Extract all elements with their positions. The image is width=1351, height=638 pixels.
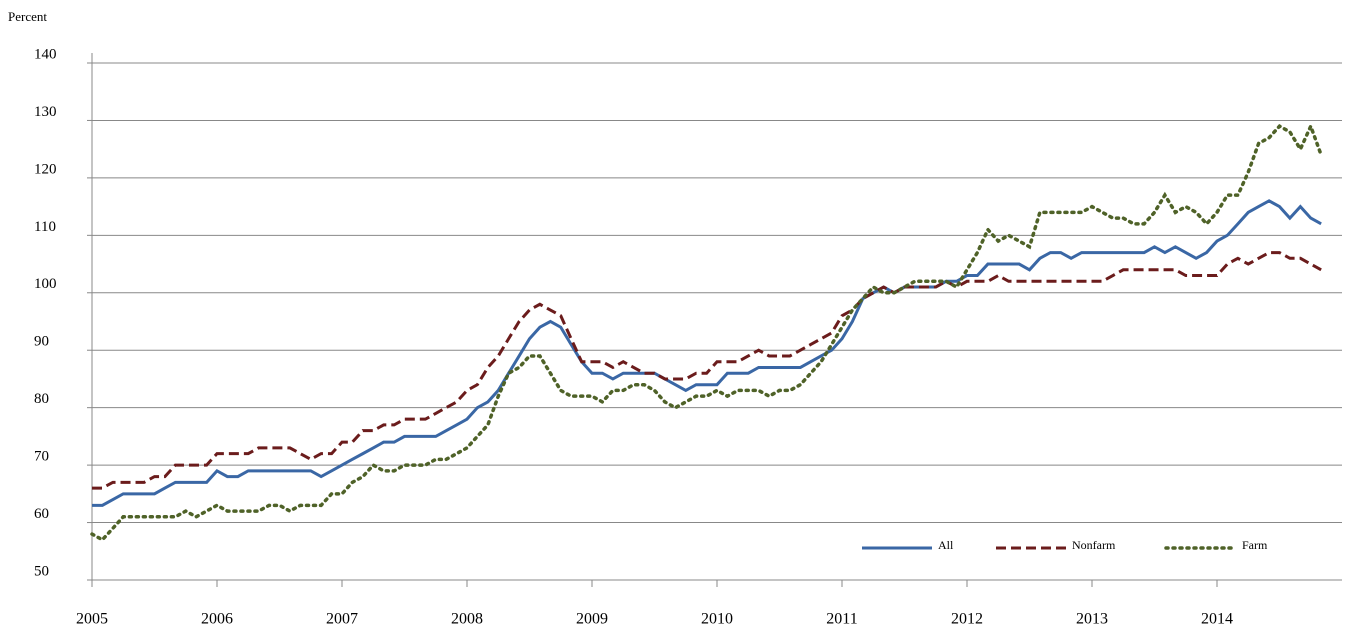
x-tick-label: 2009 xyxy=(576,611,608,628)
y-axis-label: Percent xyxy=(8,9,47,24)
x-tick-label: 2013 xyxy=(1076,611,1108,628)
x-tick-label: 2005 xyxy=(76,611,108,628)
y-tick-label: 90 xyxy=(34,334,49,350)
x-tick-label: 2011 xyxy=(826,611,857,628)
y-tick-label: 120 xyxy=(34,161,57,177)
line-series xyxy=(90,121,1323,542)
x-tick-label: 2008 xyxy=(451,611,483,628)
legend-label: All xyxy=(938,538,954,552)
x-tick-label: 2007 xyxy=(326,611,358,628)
y-tick-label: 100 xyxy=(34,276,57,292)
y-tick-label: 50 xyxy=(34,563,49,579)
x-tick-label: 2012 xyxy=(951,611,983,628)
legend-label: Farm xyxy=(1242,538,1268,552)
x-tick-label: 2006 xyxy=(201,611,233,628)
x-tick-label: 2014 xyxy=(1201,611,1233,628)
y-tick-label: 130 xyxy=(34,104,57,120)
line-series xyxy=(92,199,1322,507)
y-tick-label: 60 xyxy=(34,506,49,522)
y-tick-label: 80 xyxy=(34,391,49,407)
line-series xyxy=(92,251,1322,490)
y-tick-label: 140 xyxy=(34,46,57,62)
y-tick-label: 70 xyxy=(34,449,49,465)
legend-label: Nonfarm xyxy=(1072,538,1116,552)
x-tick-label: 2010 xyxy=(701,611,733,628)
y-tick-label: 110 xyxy=(34,219,56,235)
